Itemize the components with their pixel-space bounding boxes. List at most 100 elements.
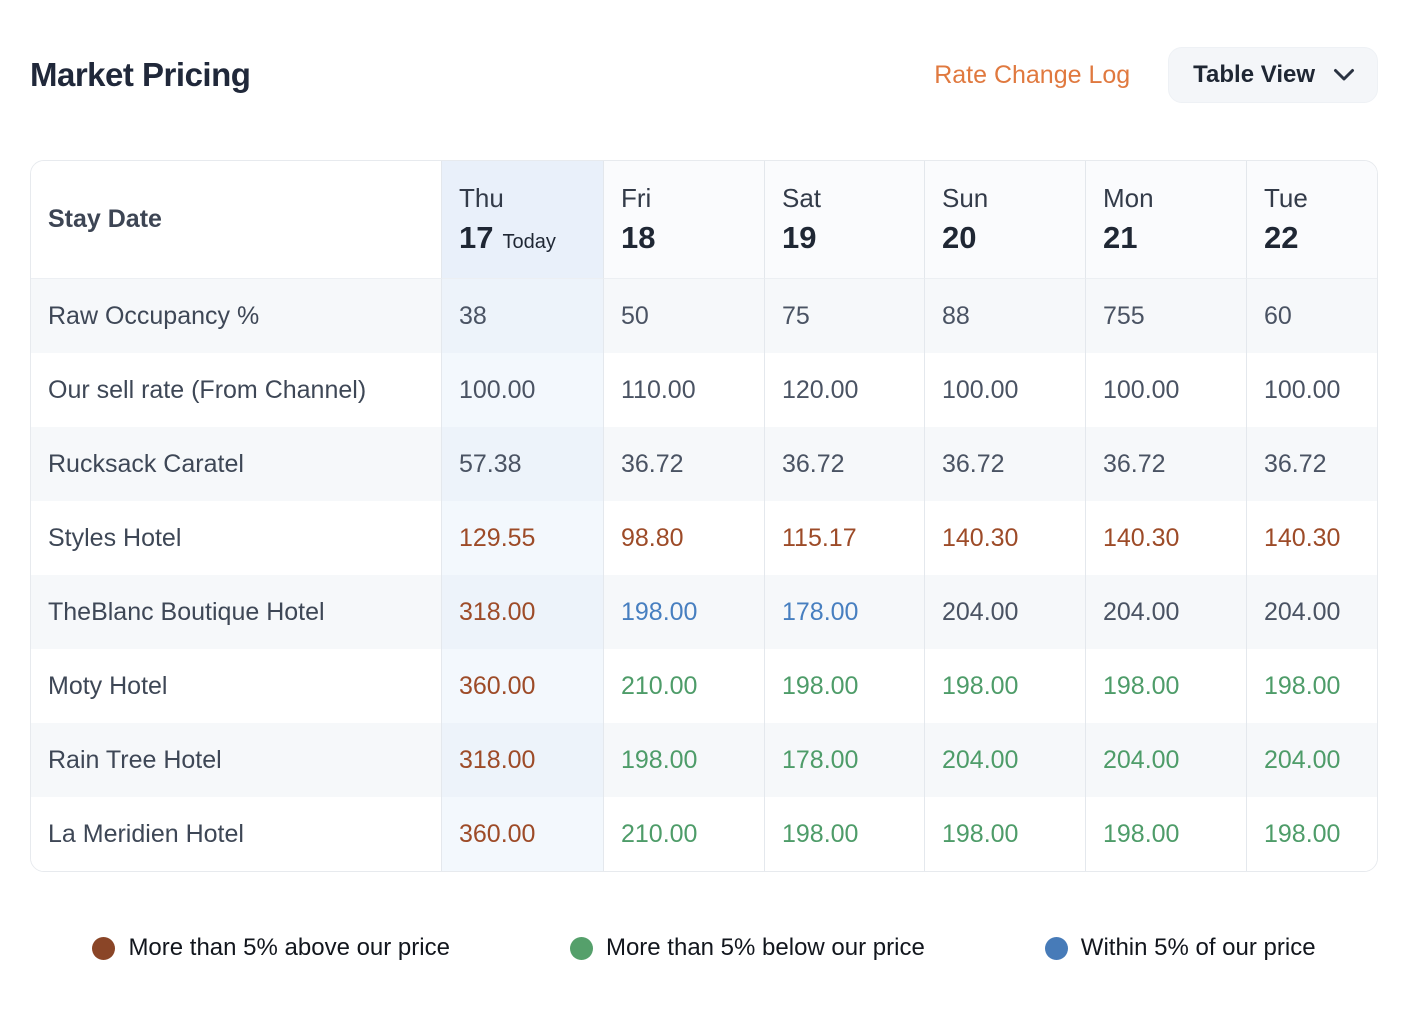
- day-name: Fri: [621, 183, 652, 213]
- price-cell: 204.00: [1246, 723, 1377, 797]
- table-row: Rain Tree Hotel 318.00 198.00 178.00 204.00…: [31, 723, 1377, 797]
- row-label: Raw Occupancy %: [48, 301, 260, 330]
- table-row: Rucksack Caratel 57.38 36.72 36.72 36.72 36.…: [31, 427, 1377, 501]
- price-cell: 38: [441, 279, 603, 353]
- legend: More than 5% above our price More than 5…: [30, 934, 1378, 962]
- price-cell: 204.00: [1085, 723, 1246, 797]
- date-number: 17: [459, 220, 494, 255]
- legend-dot-icon: [1044, 936, 1068, 960]
- price-cell: 120.00: [764, 353, 924, 427]
- price-cell: 88: [924, 279, 1085, 353]
- row-label: Rucksack Caratel: [48, 449, 244, 478]
- table-row: Styles Hotel 129.55 98.80 115.17 140.30 140.…: [31, 501, 1377, 575]
- day-name: Tue: [1264, 183, 1308, 213]
- price-cell: 210.00: [603, 649, 764, 723]
- topbar: Market Pricing Rate Change Log Table Vie…: [30, 46, 1378, 104]
- price-cell: 198.00: [1085, 797, 1246, 871]
- day-column-header: Fri 18: [603, 161, 764, 279]
- price-cell: 755: [1085, 279, 1246, 353]
- topbar-actions: Rate Change Log Table View: [934, 47, 1378, 103]
- price-cell: 100.00: [441, 353, 603, 427]
- date-number: 21: [1103, 220, 1138, 255]
- day-column-header: Tue 22: [1246, 161, 1377, 279]
- day-name: Thu: [459, 183, 504, 213]
- day-name: Sun: [942, 183, 989, 213]
- price-cell: 57.38: [441, 427, 603, 501]
- table-row: TheBlanc Boutique Hotel 318.00 198.00 178.…: [31, 575, 1377, 649]
- price-cell: 210.00: [603, 797, 764, 871]
- row-label: Styles Hotel: [48, 523, 182, 552]
- price-cell: 100.00: [1246, 353, 1377, 427]
- legend-label: More than 5% below our price: [605, 934, 925, 961]
- view-dropdown[interactable]: Table View: [1168, 47, 1378, 103]
- price-cell: 75: [764, 279, 924, 353]
- price-cell: 36.72: [1246, 427, 1377, 501]
- price-cell: 50: [603, 279, 764, 353]
- price-cell: 140.30: [1085, 501, 1246, 575]
- table-body: Raw Occupancy % 38 50 75 88 755 60 Our sell r…: [31, 279, 1377, 871]
- table-row: Our sell rate (From Channel) 100.00 110.0…: [31, 353, 1377, 427]
- date-number: 19: [782, 220, 817, 255]
- legend-dot-icon: [569, 936, 593, 960]
- row-label: Rain Tree Hotel: [48, 745, 222, 774]
- table-row: Raw Occupancy % 38 50 75 88 755 60: [31, 279, 1377, 353]
- chevron-down-icon: [1333, 68, 1355, 82]
- price-cell: 140.30: [1246, 501, 1377, 575]
- day-column-header: Mon 21: [1085, 161, 1246, 279]
- legend-label: Within 5% of our price: [1080, 934, 1316, 961]
- day-column-header: Sun 20: [924, 161, 1085, 279]
- legend-dot-icon: [92, 936, 116, 960]
- price-cell: 100.00: [1085, 353, 1246, 427]
- row-label: Moty Hotel: [48, 671, 168, 700]
- price-cell: 110.00: [603, 353, 764, 427]
- table-row: La Meridien Hotel 360.00 210.00 198.00 198.…: [31, 797, 1377, 871]
- day-column-header: Sat 19: [764, 161, 924, 279]
- price-cell: 204.00: [1085, 575, 1246, 649]
- price-cell: 129.55: [441, 501, 603, 575]
- price-cell: 198.00: [1246, 797, 1377, 871]
- header-row: Stay Date Thu 17 Today Fri 18 Sat 19 Sun…: [31, 161, 1377, 279]
- today-badge: Today: [502, 231, 556, 253]
- row-label: TheBlanc Boutique Hotel: [48, 597, 325, 626]
- table-row: Moty Hotel 360.00 210.00 198.00 198.00 198.0…: [31, 649, 1377, 723]
- price-cell: 115.17: [764, 501, 924, 575]
- day-name: Mon: [1103, 183, 1154, 213]
- row-label: La Meridien Hotel: [48, 819, 244, 848]
- price-cell: 360.00: [441, 797, 603, 871]
- price-cell: 178.00: [764, 723, 924, 797]
- price-cell: 318.00: [441, 723, 603, 797]
- legend-item: More than 5% below our price: [569, 934, 925, 962]
- price-cell: 318.00: [441, 575, 603, 649]
- price-cell: 36.72: [924, 427, 1085, 501]
- price-cell: 140.30: [924, 501, 1085, 575]
- page-title: Market Pricing: [30, 56, 251, 93]
- price-cell: 198.00: [1246, 649, 1377, 723]
- legend-item: More than 5% above our price: [92, 934, 450, 962]
- price-cell: 204.00: [1246, 575, 1377, 649]
- view-dropdown-label: Table View: [1193, 61, 1315, 88]
- legend-item: Within 5% of our price: [1044, 934, 1316, 962]
- price-cell: 198.00: [764, 797, 924, 871]
- rate-change-log-link[interactable]: Rate Change Log: [934, 60, 1131, 89]
- price-cell: 178.00: [764, 575, 924, 649]
- row-label: Our sell rate (From Channel): [48, 375, 367, 404]
- price-cell: 36.72: [764, 427, 924, 501]
- price-cell: 198.00: [603, 575, 764, 649]
- market-pricing-table-card: Stay Date Thu 17 Today Fri 18 Sat 19 Sun…: [30, 160, 1378, 872]
- legend-label: More than 5% above our price: [128, 934, 450, 961]
- price-cell: 36.72: [603, 427, 764, 501]
- price-cell: 36.72: [1085, 427, 1246, 501]
- date-number: 18: [621, 220, 656, 255]
- price-cell: 198.00: [764, 649, 924, 723]
- price-cell: 98.80: [603, 501, 764, 575]
- price-cell: 198.00: [924, 649, 1085, 723]
- day-name: Sat: [782, 183, 822, 213]
- date-number: 22: [1264, 220, 1299, 255]
- price-cell: 198.00: [924, 797, 1085, 871]
- price-cell: 360.00: [441, 649, 603, 723]
- market-pricing-table: Stay Date Thu 17 Today Fri 18 Sat 19 Sun…: [31, 161, 1377, 871]
- price-cell: 198.00: [1085, 649, 1246, 723]
- day-column-header: Thu 17 Today: [441, 161, 603, 279]
- stay-date-header: Stay Date: [31, 161, 441, 279]
- price-cell: 100.00: [924, 353, 1085, 427]
